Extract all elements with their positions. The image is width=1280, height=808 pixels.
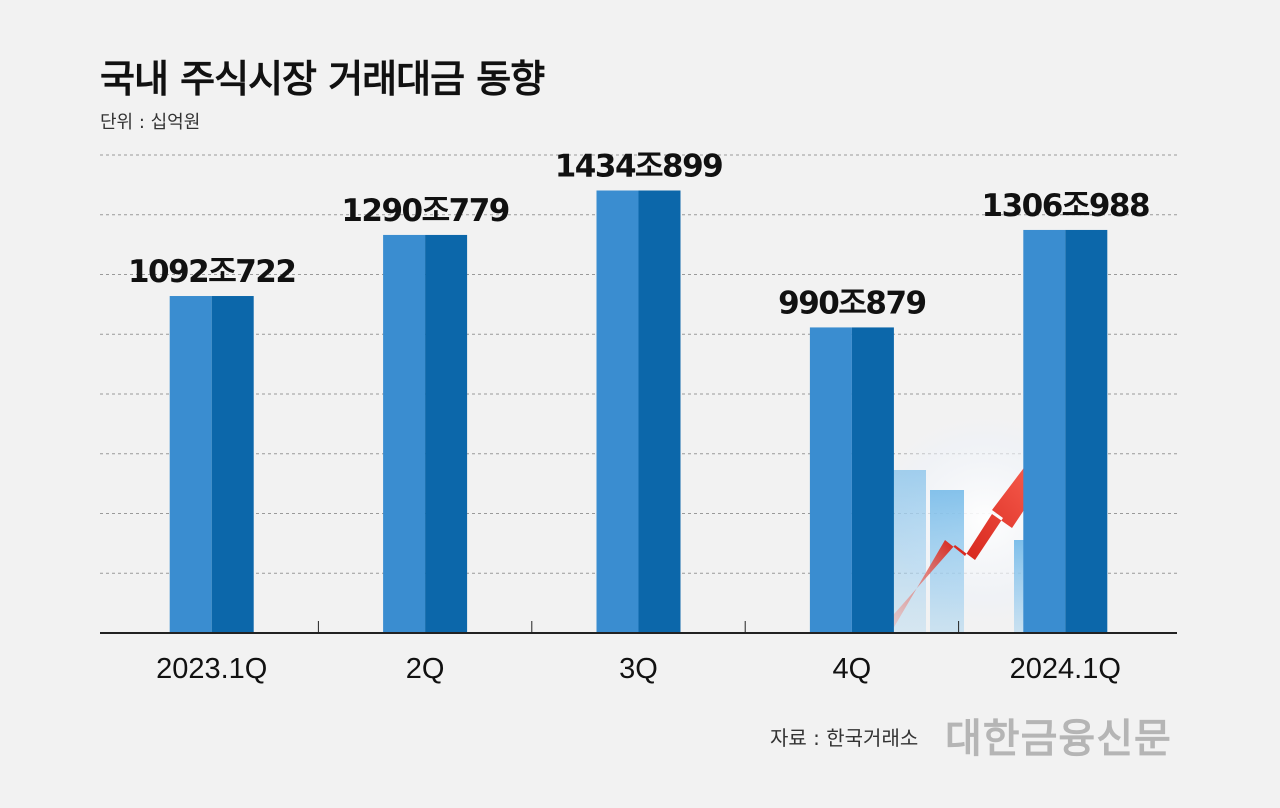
bar-face-left: [596, 190, 639, 633]
source-note: 자료 : 한국거래소: [770, 726, 919, 750]
x-tick-label: 2Q: [406, 653, 445, 685]
unit-label: 단위 : 십억원: [100, 112, 201, 133]
deco-arrow: [880, 440, 1052, 634]
bar: [596, 190, 681, 633]
bar-face-left: [383, 234, 426, 633]
data-label: 990조879: [778, 285, 925, 321]
x-tick-label: 2024.1Q: [1010, 653, 1121, 685]
bar: [1023, 229, 1108, 633]
x-tick-label: 4Q: [833, 653, 872, 685]
bar-face-left: [1023, 229, 1066, 633]
data-label: 1434조899: [555, 148, 723, 184]
data-label: 1290조779: [341, 193, 509, 229]
bar-face-right: [211, 296, 254, 633]
chart-title: 국내 주식시장 거래대금 동향: [100, 57, 545, 101]
bar-face-left: [809, 327, 852, 633]
x-tick-label: 2023.1Q: [156, 653, 267, 685]
data-label: 1306조988: [982, 188, 1150, 224]
brand-logo: 대한금융신문: [945, 716, 1172, 762]
bar-face-right: [638, 190, 681, 633]
bar-face-right: [851, 327, 894, 633]
bar-face-right: [425, 234, 468, 633]
data-label: 1092조722: [128, 254, 296, 290]
bar: [809, 327, 894, 633]
bar-face-right: [1065, 229, 1108, 633]
bar-face-left: [169, 296, 212, 633]
x-tick-label: 3Q: [619, 653, 658, 685]
bar: [383, 234, 468, 633]
bar: [169, 296, 254, 633]
